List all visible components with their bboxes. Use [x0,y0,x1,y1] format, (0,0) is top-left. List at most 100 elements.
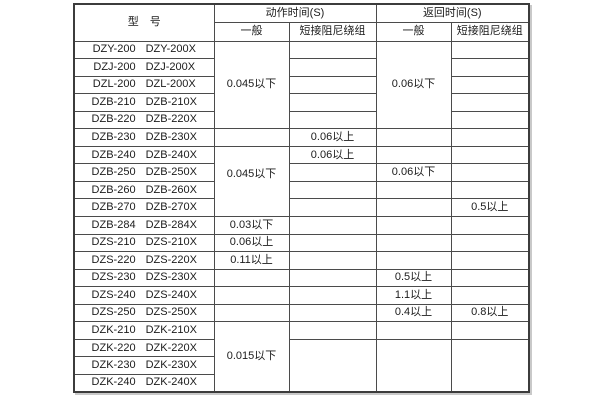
model-name-x: DZK-220X [145,341,197,354]
return-damped-cell [450,233,530,253]
return-general-cell [375,198,452,217]
action-damped-cell [288,40,377,60]
action-damped-cell [288,286,377,305]
action-general-cell: 0.11以上 [213,251,290,270]
model-name-x: DZB-270X [145,201,197,214]
table-row: DZS-240 DZS-240X 1.1以上 [73,286,530,305]
action-general-cell [213,286,290,305]
model-name: DZB-270 [91,201,136,214]
header-row-2: 一般 短接阻尼绕组 一般 短接阻尼绕组 [74,21,530,42]
return-general-cell [375,215,452,235]
model-name: DZB-284 [91,218,136,231]
table-row: DZS-220 DZS-220X 0.11以上 [73,251,530,270]
model-name-x: DZB-210X [145,95,197,108]
model-name: DZK-230 [91,359,136,372]
return-damped-cell [450,58,530,77]
model-cell: DZB-270 DZB-270X [73,198,215,217]
action-damped-cell [288,58,377,77]
relay-spec-table: 型 号 动作时间(S) 返回时间(S) 一般 短接阻尼绕组 一般 短接阻尼绕组 … [73,3,531,393]
header-action-general: 一般 [213,21,290,42]
model-name-x: DZS-240X [145,288,197,301]
return-general-cell [375,128,452,147]
action-damped-cell [288,251,377,270]
action-general-cell: 0.015以下 [213,321,290,393]
model-cell: DZJ-200 DZJ-200X [73,58,215,77]
model-name: DZY-200 [92,43,136,56]
action-damped-cell [288,268,377,288]
model-name: DZS-220 [91,253,136,266]
return-general-cell [375,233,452,253]
model-cell: DZB-220 DZB-220X [73,110,215,130]
return-general-cell [375,180,452,200]
model-cell: DZK-230 DZK-230X [73,356,215,375]
return-damped-cell [450,338,530,393]
table-row: DZS-210 DZS-210X 0.06以上 [73,233,530,253]
table-row: DZK-210 DZK-210X 0.015以下 [73,321,530,393]
model-name-x: DZB-250X [145,166,197,179]
header-return-time: 返回时间(S) [375,3,530,23]
table-row: DZY-200 DZY-200X 0.045以下 0.06以下 [73,40,530,130]
return-damped-cell [450,251,530,270]
model-cell: DZB-210 DZB-210X [73,93,215,112]
table-row: DZK-220 DZK-220X [73,338,530,393]
model-cell: DZB-284 DZB-284X [73,215,215,235]
return-damped-cell [450,286,530,305]
return-general-cell: 0.5以上 [375,268,452,288]
action-damped-cell [288,198,377,217]
table-row: DZB-260 DZB-260X [73,180,530,200]
model-name: DZJ-200 [93,60,136,73]
model-name-x: DZS-250X [145,306,197,319]
model-cell: DZS-240 DZS-240X [73,286,215,305]
table-row: DZK-230 DZK-230X [73,356,529,375]
model-name: DZS-250 [91,306,136,319]
model-cell: DZS-220 DZS-220X [73,251,215,270]
model-name-x: DZJ-200X [145,60,196,73]
model-cell: DZK-210 DZK-210X [73,321,215,340]
model-cell: DZS-250 DZS-250X [73,303,215,323]
model-name-x: DZL-200X [145,78,196,91]
return-general-cell: 0.06以下 [375,163,452,182]
model-name-x: DZB-230X [145,131,197,143]
model-name: DZS-210 [91,236,136,249]
model-name: DZS-230 [91,271,136,284]
model-cell: DZB-230 DZB-230X [73,128,215,147]
action-damped-cell [288,338,377,393]
model-cell: DZB-260 DZB-260X [73,180,215,200]
return-damped-cell [450,40,530,60]
model-cell: DZS-230 DZS-230X [73,268,215,288]
action-general-cell [213,303,290,323]
return-damped-cell [450,321,530,340]
return-damped-cell: 0.5以上 [450,198,530,217]
return-damped-cell [450,93,530,112]
model-name: DZB-250 [91,166,136,179]
action-damped-cell [288,321,377,340]
return-damped-cell [450,215,530,235]
return-general-cell [375,251,452,270]
return-general-cell [375,145,452,165]
table-row: DZB-210 DZB-210X [73,93,530,112]
table-row: DZB-250 DZB-250X 0.06以下 [73,163,530,182]
action-damped-cell [288,75,377,95]
action-damped-cell: 0.06以上 [288,128,377,147]
action-damped-cell [288,110,377,130]
action-general-cell [213,268,290,288]
model-name: DZL-200 [92,78,136,91]
table-row: DZB-220 DZB-220X [73,110,530,130]
model-name: DZB-230 [91,131,136,143]
table-row: DZS-230 DZS-230X 0.5以上 [73,268,530,288]
table-row: DZB-270 DZB-270X 0.5以上 [73,198,530,217]
return-damped-cell [450,75,530,95]
model-name-x: DZB-220X [145,113,197,126]
action-general-cell: 0.045以下 [213,40,290,130]
action-general-cell: 0.045以下 [213,145,290,217]
model-name-x: DZK-230X [145,359,197,372]
model-name-x: DZK-240X [145,376,197,389]
model-cell: DZB-250 DZB-250X [73,163,215,182]
action-general-cell: 0.06以上 [213,233,290,253]
model-name: DZS-240 [91,288,136,301]
action-damped-cell [288,163,377,182]
table-row: DZB-230 DZB-230X 0.06以上 [73,128,530,147]
model-name: DZK-210 [91,324,136,337]
header-row-1: 型 号 动作时间(S) 返回时间(S) [73,3,530,42]
